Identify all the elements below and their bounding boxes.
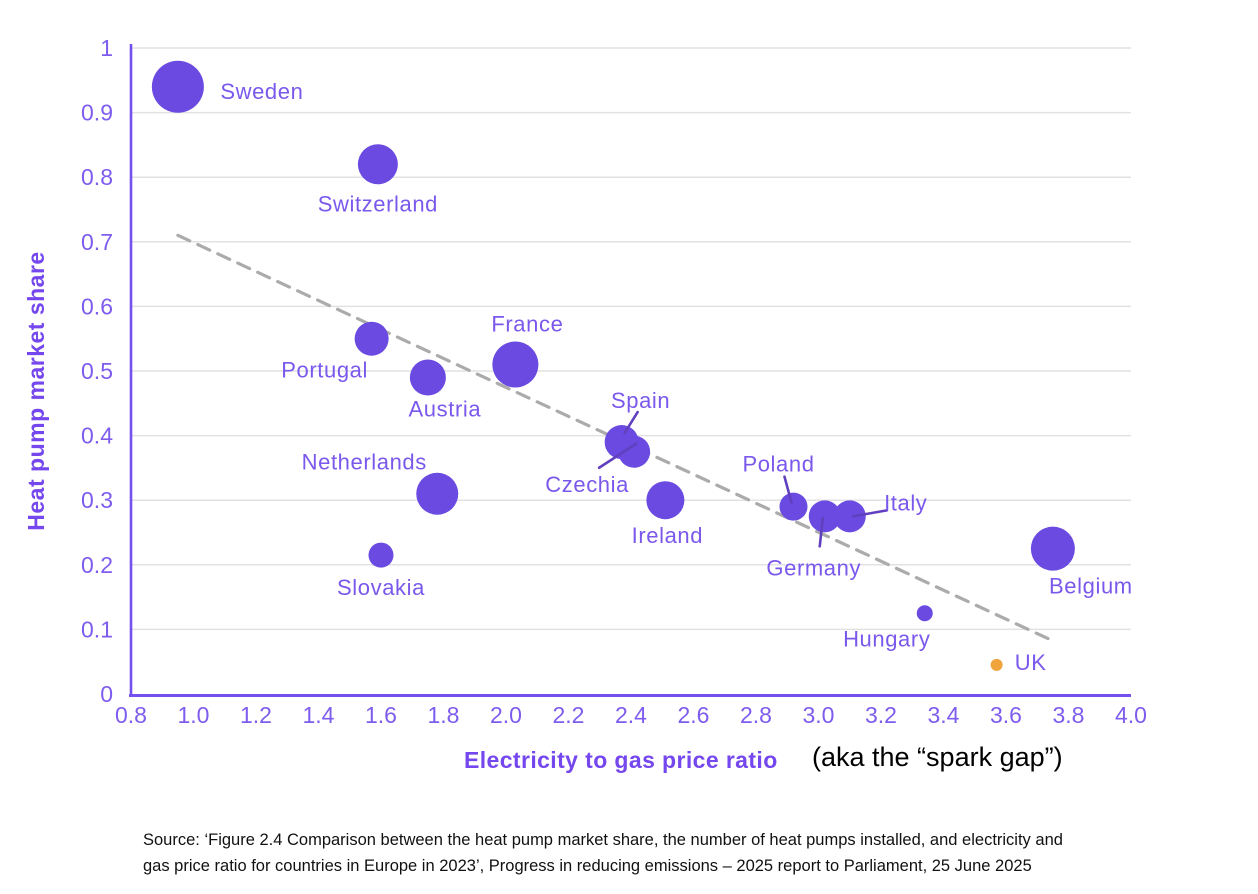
y-tick-label-0.3: 0.3 xyxy=(81,487,113,513)
label-portugal: Portugal xyxy=(281,358,368,383)
y-axis-title: Heat pump market share xyxy=(23,251,49,531)
source-caption-line-1: Source: ‘Figure 2.4 Comparison between t… xyxy=(143,831,1063,849)
label-switzerland: Switzerland xyxy=(318,191,438,216)
bubble-belgium xyxy=(1030,526,1075,571)
x-tick-label-2.4: 2.4 xyxy=(615,702,647,728)
label-belgium: Belgium xyxy=(1049,574,1133,599)
label-uk: UK xyxy=(1015,650,1047,675)
label-poland: Poland xyxy=(742,452,814,477)
label-germany: Germany xyxy=(766,555,861,580)
x-tick-label-3.8: 3.8 xyxy=(1053,702,1085,728)
label-czechia: Czechia xyxy=(545,472,629,497)
x-tick-label-4.0: 4.0 xyxy=(1115,702,1147,728)
source-caption: Source: ‘Figure 2.4 Comparison between t… xyxy=(143,827,1173,879)
x-tick-label-1.8: 1.8 xyxy=(428,702,460,728)
bubble-sweden xyxy=(151,60,204,113)
label-netherlands: Netherlands xyxy=(302,450,427,475)
chart-canvas: 0 0.1 0.2 0.3 0.4 0.5 0.6 0.7 0.8 0.9 1 0.8 1.0 1.2 1.… xyxy=(81,35,1147,728)
bubble-hungary xyxy=(916,605,933,622)
x-tick-label-1.0: 1.0 xyxy=(178,702,210,728)
bubble-switzerland xyxy=(357,144,398,185)
leader-spain xyxy=(623,410,639,435)
leader-poland xyxy=(783,475,793,504)
x-tick-label-2.6: 2.6 xyxy=(678,702,710,728)
y-tick-label-0.8: 0.8 xyxy=(81,164,113,190)
y-tick-label-0.2: 0.2 xyxy=(81,552,113,578)
label-sweden: Sweden xyxy=(220,79,303,104)
bubble-slovakia xyxy=(368,542,394,568)
x-tick-label-0.8: 0.8 xyxy=(115,702,147,728)
bubble-netherlands xyxy=(416,472,459,515)
y-tick-label-0.6: 0.6 xyxy=(81,293,113,319)
bubble-ireland xyxy=(646,481,685,520)
bubble-italy xyxy=(833,500,866,533)
x-tick-label-1.4: 1.4 xyxy=(303,702,335,728)
x-tick-label-2.8: 2.8 xyxy=(740,702,772,728)
y-tick-label-0: 0 xyxy=(100,681,113,707)
label-ireland: Ireland xyxy=(632,523,703,548)
x-tick-label-3.0: 3.0 xyxy=(803,702,835,728)
bubble-uk xyxy=(990,658,1003,671)
bubble-austria xyxy=(409,359,446,396)
x-tick-label-1.2: 1.2 xyxy=(240,702,272,728)
label-france: France xyxy=(491,312,563,337)
y-tick-label-0.9: 0.9 xyxy=(81,100,113,126)
bubble-france xyxy=(492,341,539,388)
y-tick-label-0.5: 0.5 xyxy=(81,358,113,384)
leader-czechia xyxy=(597,442,638,470)
x-tick-label-2.2: 2.2 xyxy=(553,702,585,728)
label-slovakia: Slovakia xyxy=(337,575,425,600)
leader-italy xyxy=(851,509,889,518)
label-hungary: Hungary xyxy=(843,626,930,651)
y-tick-label-0.4: 0.4 xyxy=(81,423,113,449)
bubble-czechia xyxy=(618,435,651,468)
x-tick-label-3.4: 3.4 xyxy=(928,702,960,728)
label-italy: Italy xyxy=(884,490,927,515)
source-caption-line-2: gas price ratio for countries in Europe … xyxy=(143,857,1032,875)
bubble-poland xyxy=(779,492,808,521)
y-tick-label-0.7: 0.7 xyxy=(81,229,113,255)
label-spain: Spain xyxy=(611,388,670,413)
label-austria: Austria xyxy=(409,396,482,421)
x-axis-title: Electricity to gas price ratio xyxy=(464,747,778,773)
y-tick-label-1: 1 xyxy=(100,35,113,61)
bubble-portugal xyxy=(354,321,389,356)
y-tick-label-0.1: 0.1 xyxy=(81,616,113,642)
leader-germany xyxy=(818,517,825,548)
x-tick-label-1.6: 1.6 xyxy=(365,702,397,728)
x-tick-label-2.0: 2.0 xyxy=(490,702,522,728)
x-axis-note-spark-gap: (aka the “spark gap”) xyxy=(812,742,1063,772)
bubble-germany xyxy=(808,500,841,533)
x-tick-label-3.6: 3.6 xyxy=(990,702,1022,728)
x-tick-label-3.2: 3.2 xyxy=(865,702,897,728)
